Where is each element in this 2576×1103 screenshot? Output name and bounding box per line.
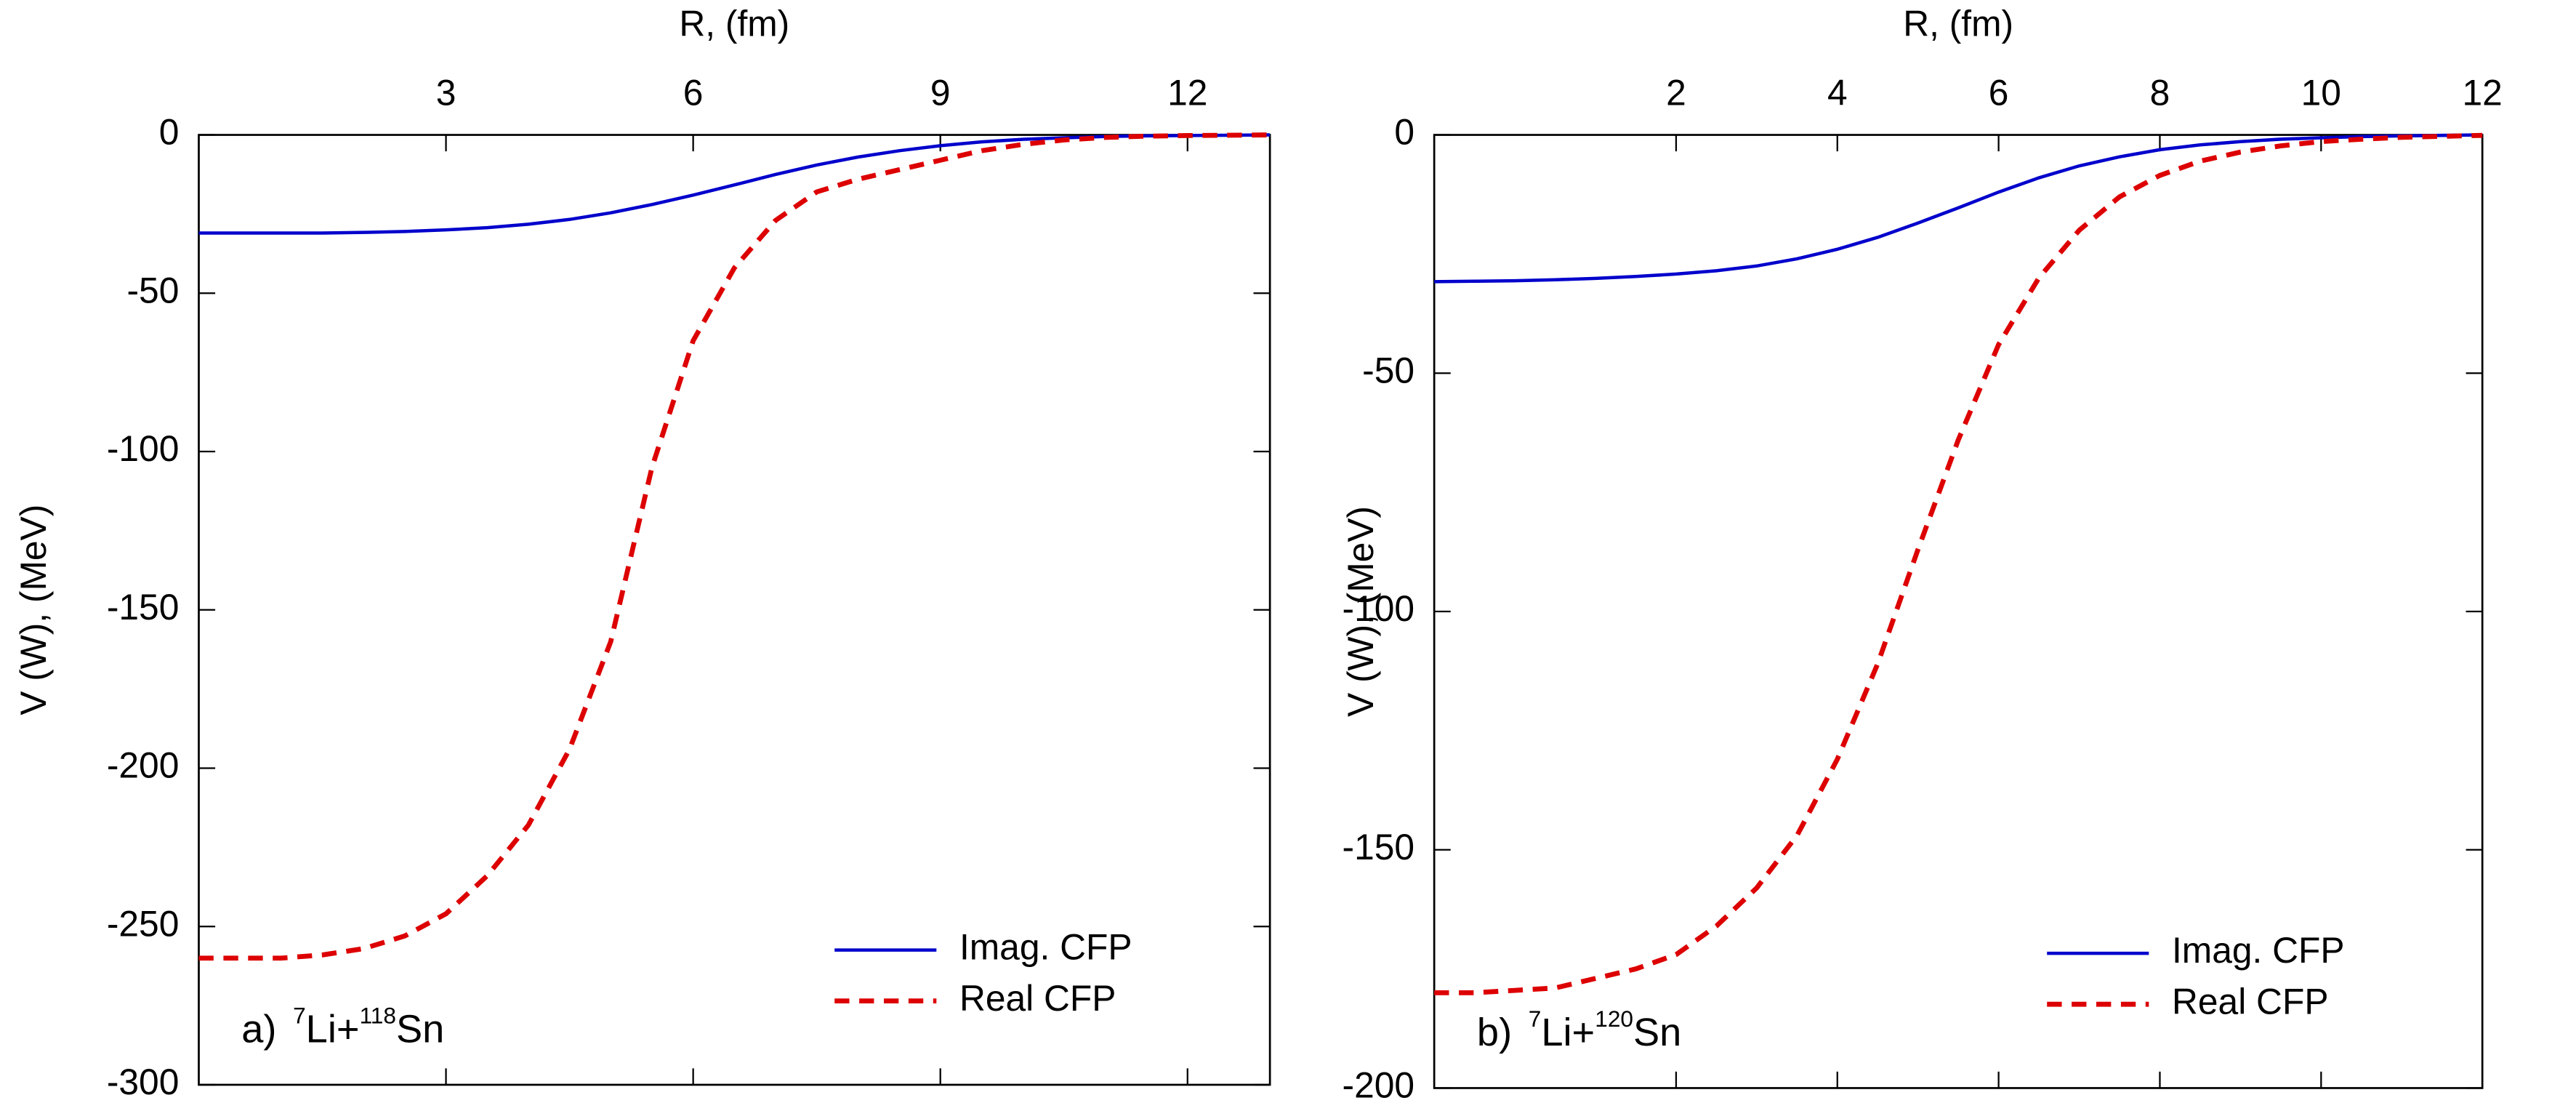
x-tick-label: 4 [1827,72,1848,113]
x-tick-label: 12 [2463,72,2503,113]
x-tick-label: 10 [2301,72,2341,113]
y-tick-label: -100 [107,428,180,469]
annotation-part: Li+ [306,1008,360,1051]
y-tick-label: -150 [107,587,180,627]
y-axis-label: V (W), (MeV) [13,505,54,715]
annotation-part: Sn [1633,1011,1681,1054]
y-tick-label: -200 [107,745,180,786]
x-axis-label: R, (fm) [679,4,789,44]
data-line [1434,132,2483,995]
annotation-part: Li+ [1541,1011,1595,1054]
x-tick-label: 12 [1167,72,1207,113]
data-line [1434,133,2483,284]
y-tick-label: 0 [159,112,180,153]
y-tick-label: -200 [1343,1065,1415,1103]
y-tick-label: 0 [1394,112,1414,153]
x-axis-label: R, (fm) [1903,4,2013,44]
annotation: a) 7Li+118Sn [241,1003,444,1051]
legend-label: Imag. CFP [2172,930,2345,971]
data-line [198,133,1271,235]
x-tick-label: 3 [436,72,456,113]
legend-label: Real CFP [959,978,1116,1019]
x-tick-label: 9 [930,72,951,113]
legend-label: Real CFP [2172,981,2329,1022]
annotation-part: 120 [1595,1006,1633,1032]
annotation: b) 7Li+120Sn [1477,1006,1681,1054]
y-tick-label: -100 [1343,588,1415,629]
annotation-part: 7 [1529,1006,1542,1032]
annotation-part: 7 [293,1003,306,1029]
annotation-part: b) [1477,1011,1512,1054]
y-tick-label: -50 [127,270,180,310]
data-line [198,132,1271,961]
x-tick-label: 6 [1989,72,2009,113]
annotation-part: Sn [396,1008,444,1051]
annotation-part: 118 [360,1003,396,1029]
annotation-part: a) [241,1008,276,1051]
y-tick-label: -150 [1343,827,1415,867]
y-tick-label: -250 [107,903,180,944]
y-tick-label: -50 [1362,350,1414,390]
x-tick-label: 2 [1666,72,1686,113]
y-axis-label: V (W), (MeV) [1340,506,1381,717]
legend-label: Imag. CFP [959,927,1132,968]
x-tick-label: 8 [2150,72,2170,113]
y-tick-label: -300 [107,1062,180,1102]
x-tick-label: 6 [683,72,704,113]
